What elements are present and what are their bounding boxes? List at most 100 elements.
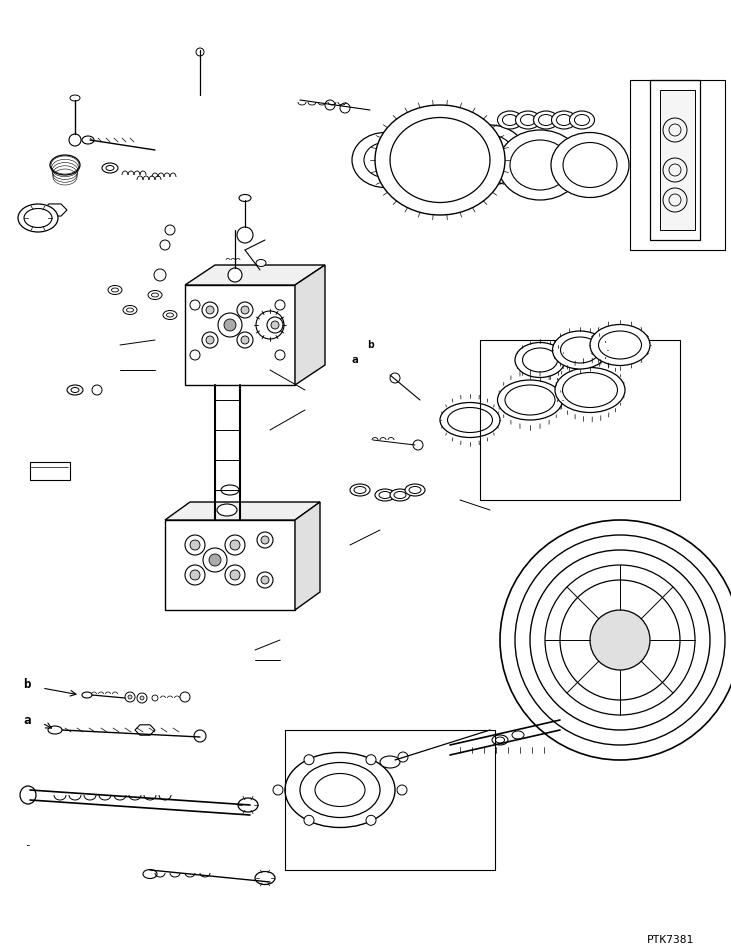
- Ellipse shape: [221, 485, 239, 495]
- Ellipse shape: [352, 132, 418, 188]
- Ellipse shape: [239, 194, 251, 202]
- Circle shape: [366, 755, 376, 764]
- Bar: [285, 730, 495, 870]
- Bar: [30, 462, 70, 480]
- Ellipse shape: [18, 204, 58, 232]
- Ellipse shape: [466, 135, 514, 175]
- Ellipse shape: [126, 308, 134, 312]
- Ellipse shape: [498, 130, 582, 200]
- Ellipse shape: [151, 293, 159, 297]
- Ellipse shape: [390, 117, 490, 203]
- Ellipse shape: [217, 504, 237, 516]
- Circle shape: [267, 317, 283, 333]
- Ellipse shape: [20, 786, 36, 804]
- Ellipse shape: [562, 372, 618, 407]
- Ellipse shape: [123, 306, 137, 314]
- Text: -: -: [23, 840, 31, 850]
- Ellipse shape: [515, 111, 540, 129]
- Ellipse shape: [67, 385, 83, 395]
- Ellipse shape: [539, 114, 553, 126]
- Circle shape: [209, 554, 221, 566]
- Circle shape: [241, 336, 249, 344]
- Ellipse shape: [70, 95, 80, 101]
- Ellipse shape: [354, 486, 366, 493]
- Circle shape: [125, 692, 135, 702]
- Circle shape: [271, 321, 279, 329]
- Ellipse shape: [496, 737, 504, 743]
- Polygon shape: [165, 520, 295, 610]
- Circle shape: [152, 695, 158, 701]
- Ellipse shape: [551, 132, 629, 197]
- Ellipse shape: [380, 756, 400, 768]
- Circle shape: [92, 385, 102, 395]
- Ellipse shape: [556, 114, 572, 126]
- Ellipse shape: [375, 105, 505, 215]
- Circle shape: [140, 696, 144, 700]
- Circle shape: [224, 319, 236, 331]
- Ellipse shape: [512, 731, 524, 739]
- Polygon shape: [43, 204, 67, 216]
- Ellipse shape: [409, 486, 421, 493]
- Ellipse shape: [454, 125, 526, 185]
- Ellipse shape: [82, 692, 92, 698]
- Ellipse shape: [71, 387, 79, 392]
- Ellipse shape: [520, 114, 536, 126]
- Ellipse shape: [553, 331, 607, 369]
- Circle shape: [202, 332, 218, 348]
- Circle shape: [397, 785, 407, 795]
- Ellipse shape: [405, 484, 425, 496]
- Circle shape: [515, 535, 725, 745]
- Ellipse shape: [440, 403, 500, 438]
- Ellipse shape: [569, 111, 594, 129]
- Ellipse shape: [390, 489, 410, 501]
- Ellipse shape: [401, 123, 479, 188]
- Ellipse shape: [238, 798, 258, 812]
- Ellipse shape: [143, 869, 157, 879]
- Ellipse shape: [599, 331, 642, 359]
- Text: b: b: [367, 340, 374, 350]
- Ellipse shape: [148, 290, 162, 300]
- Circle shape: [190, 540, 200, 550]
- Circle shape: [202, 302, 218, 318]
- Ellipse shape: [510, 140, 570, 190]
- Ellipse shape: [523, 348, 558, 372]
- Ellipse shape: [534, 111, 558, 129]
- Circle shape: [257, 532, 273, 548]
- Circle shape: [413, 440, 423, 450]
- Circle shape: [206, 336, 214, 344]
- Ellipse shape: [590, 325, 650, 366]
- Ellipse shape: [379, 491, 391, 499]
- Text: b: b: [23, 679, 31, 691]
- Ellipse shape: [112, 288, 118, 292]
- Ellipse shape: [163, 310, 177, 320]
- Ellipse shape: [315, 773, 365, 806]
- Text: a: a: [352, 355, 358, 365]
- Circle shape: [190, 570, 200, 580]
- Ellipse shape: [167, 313, 173, 317]
- Ellipse shape: [447, 407, 493, 432]
- Ellipse shape: [256, 260, 266, 267]
- Ellipse shape: [48, 726, 62, 734]
- Polygon shape: [135, 724, 155, 735]
- Ellipse shape: [551, 111, 577, 129]
- Ellipse shape: [102, 163, 118, 173]
- Circle shape: [160, 240, 170, 250]
- Circle shape: [69, 134, 81, 146]
- Circle shape: [225, 535, 245, 555]
- Polygon shape: [295, 265, 325, 385]
- Ellipse shape: [108, 286, 122, 294]
- Circle shape: [545, 565, 695, 715]
- Circle shape: [390, 373, 400, 383]
- Circle shape: [560, 580, 680, 700]
- Circle shape: [165, 225, 175, 235]
- Circle shape: [304, 755, 314, 764]
- Circle shape: [366, 815, 376, 825]
- Circle shape: [185, 535, 205, 555]
- Ellipse shape: [375, 489, 395, 501]
- Circle shape: [228, 268, 242, 282]
- Circle shape: [257, 572, 273, 588]
- Circle shape: [530, 550, 710, 730]
- Ellipse shape: [492, 735, 508, 745]
- Circle shape: [398, 752, 408, 762]
- Ellipse shape: [505, 385, 555, 415]
